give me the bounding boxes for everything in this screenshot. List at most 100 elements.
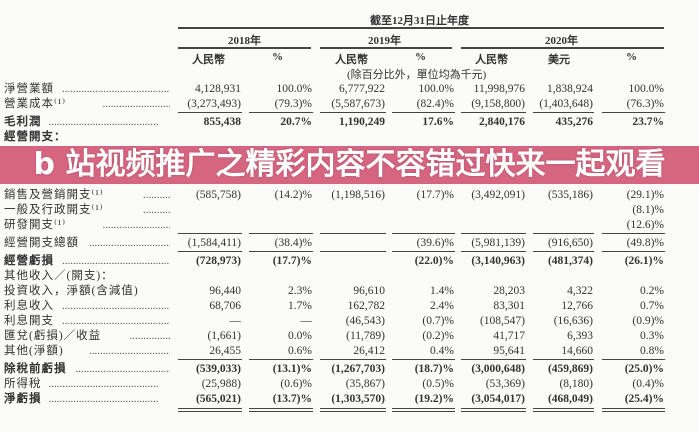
row-label: 利息收入 <box>4 300 54 312</box>
cell: 0.2% <box>640 285 664 297</box>
divider <box>178 359 242 360</box>
column-header: 人民幣 <box>335 54 368 66</box>
leader-dots: ........................................ <box>89 237 170 249</box>
cell: 17.6% <box>422 116 454 128</box>
cell: — <box>300 315 313 327</box>
cell: (26.1)% <box>624 255 664 267</box>
cell: 0.7% <box>640 300 664 312</box>
cell: (22.0)% <box>414 255 454 267</box>
cell: 23.7% <box>632 116 664 128</box>
cell: (585,758) <box>195 189 241 201</box>
cell: (0.2)% <box>422 330 454 342</box>
column-header: % <box>626 51 637 63</box>
banner-line-1: b 站视频推广之精彩内容不容错过快来 <box>33 147 546 182</box>
column-header: % <box>272 51 283 63</box>
year-2020: 2020年 <box>545 35 578 47</box>
divider <box>249 251 313 252</box>
divider <box>320 112 386 113</box>
row-label: 投資收入，淨額(含減值) <box>4 285 139 297</box>
row-label: 除稅前虧損 <box>4 363 67 375</box>
divider <box>461 112 526 113</box>
row-label: 銷售及營銷開支⁽¹⁾ <box>4 189 104 201</box>
divider <box>320 408 386 409</box>
cell: (17.7)% <box>416 189 454 201</box>
cell: (5,981,139) <box>471 237 525 249</box>
row-label: 利息開支 <box>4 315 54 327</box>
cell: 68,706 <box>209 300 241 312</box>
cell: (9,158,800) <box>471 98 525 110</box>
cell: (19.2)% <box>414 393 454 405</box>
cell: (3,273,493) <box>187 98 241 110</box>
column-header: % <box>415 51 426 63</box>
cell: (39.6)% <box>416 237 454 249</box>
cell: (0.6)% <box>280 378 312 390</box>
row-label: 其他(淨額) <box>4 345 64 357</box>
cell: 0.0% <box>288 330 312 342</box>
cell: (0.5)% <box>422 378 454 390</box>
cell: (82.4)% <box>416 98 454 110</box>
row-label: 毛利潤 <box>4 116 42 128</box>
row-label: 經營開支總額 <box>4 237 79 249</box>
cell: 100.0% <box>276 83 312 95</box>
divider <box>178 233 242 234</box>
cell: (916,650) <box>547 237 593 249</box>
cell: (1,661) <box>207 330 241 342</box>
cell: (1,303,570) <box>331 393 385 405</box>
cell: 4,322 <box>567 285 593 297</box>
cell: (5,587,673) <box>331 98 385 110</box>
row-label: 淨虧損 <box>4 393 42 405</box>
cell: 100.0% <box>418 83 454 95</box>
divider <box>249 359 313 360</box>
cell: 11,998,976 <box>473 83 525 95</box>
period-heading: 截至12月31日止年度 <box>370 15 469 27</box>
divider <box>178 112 242 113</box>
leader-dots: ........................................ <box>48 378 159 390</box>
cell: 96,440 <box>209 285 241 297</box>
cell: (3,140,963) <box>471 255 525 267</box>
cell: (29.1)% <box>626 189 664 201</box>
divider <box>178 408 242 409</box>
cell: (539,033) <box>195 363 241 375</box>
cell: 83,301 <box>493 300 525 312</box>
cell: 0.3% <box>640 330 664 342</box>
promo-banner[interactable]: b 站视频推广之精彩内容不容错过快来一起观看 <box>0 146 699 184</box>
cell: (35,867) <box>345 378 385 390</box>
row-label: 經營虧損 <box>4 255 54 267</box>
divider <box>320 233 386 234</box>
leader-dots: ........................................ <box>48 116 159 128</box>
divider <box>320 411 386 412</box>
divider <box>602 251 665 252</box>
cell: 855,438 <box>203 116 241 128</box>
leader-dots: ........................................ <box>62 255 170 267</box>
cell: (25,988) <box>201 378 241 390</box>
cell: (535,186) <box>547 189 593 201</box>
cell: (8.1)% <box>632 204 664 216</box>
cell: (46,543) <box>345 315 385 327</box>
year-2018: 2018年 <box>228 35 261 47</box>
cell: (38.4)% <box>274 237 312 249</box>
cell: (14.2)% <box>274 189 312 201</box>
row-label: 經營開支： <box>4 131 67 143</box>
leader-dots: ........................................ <box>102 98 171 110</box>
divider <box>392 359 455 360</box>
row-label: 其他收入／(開支)： <box>4 270 114 282</box>
cell: 12,766 <box>561 300 593 312</box>
cell: 100.0% <box>628 83 664 95</box>
cell: 0.4% <box>430 345 454 357</box>
cell: (25.4)% <box>624 393 664 405</box>
leader-dots: ........................................ <box>62 315 170 327</box>
divider <box>392 408 455 409</box>
cell: (8,180) <box>559 378 593 390</box>
cell: 41,717 <box>493 330 525 342</box>
cell: (11,789) <box>346 330 385 342</box>
banner-line-2: 一起观看 <box>545 147 666 182</box>
leader-dots: ........................................ <box>48 393 159 405</box>
divider <box>461 411 526 412</box>
leader-dots: ........................................ <box>143 189 170 201</box>
row-label: 研發開支⁽¹⁾ <box>4 219 67 231</box>
cell: (728,973) <box>195 255 241 267</box>
cell: 95,641 <box>493 345 525 357</box>
row-label: 一般及行政開支⁽¹⁾ <box>4 204 104 216</box>
cell: 2.3% <box>288 285 312 297</box>
cell: (108,547) <box>479 315 525 327</box>
